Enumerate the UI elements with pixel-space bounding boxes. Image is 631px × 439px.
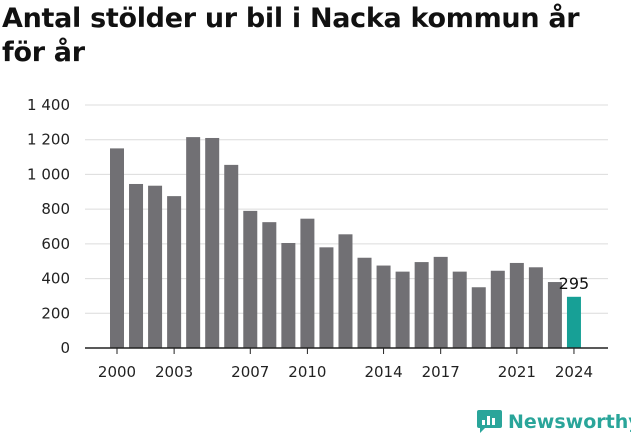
- x-tick-label: 2000: [98, 363, 136, 381]
- y-tick-label: 1 000: [27, 165, 70, 183]
- bar-2011: [319, 247, 334, 348]
- x-tick-label: 2010: [288, 363, 326, 381]
- bar-2001: [129, 183, 144, 348]
- bar-2020: [490, 270, 505, 348]
- x-tick-label: 2014: [364, 363, 402, 381]
- bars: [110, 137, 581, 348]
- bar-2006: [224, 164, 239, 348]
- bar-2005: [205, 137, 220, 348]
- bar-2017: [433, 256, 448, 348]
- chart-title: Antal stölder ur bil i Nacka kommun år f…: [2, 3, 580, 68]
- x-tick-label: 2024: [555, 363, 593, 381]
- bar-2015: [395, 271, 410, 348]
- x-tick-label: 2007: [231, 363, 269, 381]
- bar-2002: [148, 185, 163, 348]
- bar-2014: [376, 265, 391, 348]
- x-tick-label: 2003: [155, 363, 193, 381]
- newsworthy-logo-icon: [477, 410, 502, 433]
- y-tick-label: 1 400: [27, 96, 70, 114]
- x-tick-label: 2021: [498, 363, 536, 381]
- bar-2012: [338, 234, 353, 348]
- y-tick-label: 1 200: [27, 131, 70, 149]
- y-tick-label: 200: [41, 304, 70, 322]
- bar-2022: [528, 267, 543, 348]
- newsworthy-brand: Newsworthy: [476, 409, 631, 434]
- bar-2018: [452, 271, 467, 348]
- x-tick-label: 2017: [422, 363, 460, 381]
- bar-2023: [547, 282, 562, 348]
- bar-2007: [243, 210, 258, 348]
- y-tick-label: 600: [41, 235, 70, 253]
- data-label-2024: 295: [559, 274, 590, 293]
- bar-2021: [509, 262, 524, 348]
- annotations: 295: [559, 274, 590, 293]
- x-axis-tick-labels: 2000 2003 2007 2010 2014 2017 2021 2024: [98, 348, 593, 381]
- y-axis-tick-labels: 0 200 400 600 800 1 000 1 200 1 400: [27, 96, 70, 357]
- bar-2003: [167, 196, 182, 348]
- brand-name: Newsworthy: [508, 410, 631, 433]
- bar-2013: [357, 257, 372, 348]
- y-tick-label: 0: [60, 339, 70, 357]
- bar-2009: [281, 242, 296, 348]
- bar-2010: [300, 218, 315, 348]
- bar-2024: [566, 296, 581, 348]
- bar-2019: [471, 287, 486, 348]
- bar-2008: [262, 222, 277, 348]
- y-tick-label: 800: [41, 200, 70, 218]
- bar-2016: [414, 262, 429, 348]
- y-tick-label: 400: [41, 270, 70, 288]
- bar-2004: [186, 137, 201, 348]
- bar-2000: [110, 148, 124, 348]
